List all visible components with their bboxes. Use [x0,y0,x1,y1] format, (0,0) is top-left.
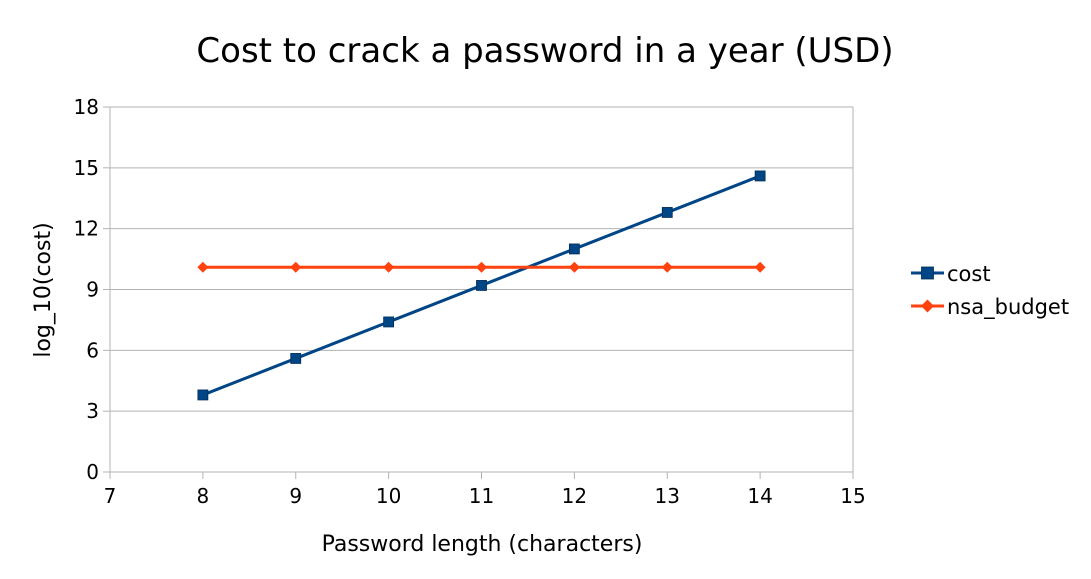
data-point-cost-12 [568,243,580,255]
x-tick-label-13: 13 [655,484,680,508]
x-tick-label-12: 12 [562,484,587,508]
x-axis-ticks: 7 8 9 10 11 12 13 14 15 [104,472,866,508]
data-series [197,170,766,401]
x-tick-label-8: 8 [197,484,210,508]
y-axis-label: log_10(cost) [31,222,56,357]
y-tick-label-9: 9 [86,278,99,302]
data-point-nsa_budget-8 [197,261,209,273]
legend-entry-nsa_budget: nsa_budget [911,295,1069,320]
x-tick-label-10: 10 [376,484,401,508]
legend-label-cost: cost [947,262,991,286]
y-tick-label-6: 6 [86,338,99,362]
legend-label-nsa_budget: nsa_budget [947,295,1069,320]
y-tick-label-3: 3 [86,399,99,423]
x-tick-label-14: 14 [747,484,772,508]
legend-entry-cost: cost [911,262,991,286]
data-point-cost-14 [754,170,766,182]
y-tick-label-12: 12 [74,217,99,241]
data-point-nsa_budget-13 [661,261,673,273]
x-axis-label: Password length (characters) [322,532,643,557]
legend: cost nsa_budget [911,262,1069,320]
y-tick-label-0: 0 [86,460,99,484]
series-cost [197,170,766,401]
x-tick-label-15: 15 [840,484,865,508]
data-point-cost-10 [383,316,395,328]
legend-marker-nsa_budget [921,299,934,313]
data-point-nsa_budget-10 [383,261,395,273]
y-tick-label-18: 18 [74,95,99,119]
y-tick-label-15: 15 [74,156,99,180]
grid-lines [110,106,853,412]
chart-title: Cost to crack a password in a year (USD) [196,31,893,71]
y-axis-ticks: 0 3 6 9 12 15 18 [74,95,110,484]
data-point-nsa_budget-9 [290,261,302,273]
data-point-cost-11 [476,280,487,291]
data-point-cost-8 [197,389,209,401]
data-point-nsa_budget-14 [754,261,766,273]
series-nsa_budget [197,261,766,273]
x-tick-label-7: 7 [104,484,117,508]
data-point-cost-13 [661,207,673,218]
x-tick-label-11: 11 [469,484,494,508]
data-point-nsa_budget-11 [476,261,487,273]
data-point-nsa_budget-12 [568,261,580,273]
legend-marker-cost [921,266,934,280]
data-point-cost-9 [290,353,302,364]
x-tick-label-9: 9 [289,484,302,508]
